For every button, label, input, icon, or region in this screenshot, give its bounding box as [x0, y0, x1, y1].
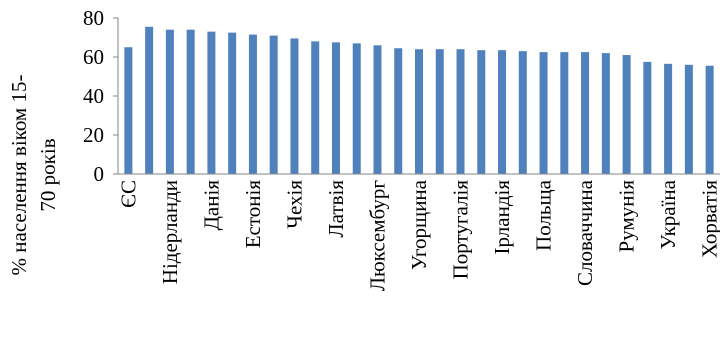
bar [331, 42, 340, 174]
bar [248, 34, 257, 175]
x-tick-label: Словаччина [573, 179, 597, 286]
y-tick-label: 40 [83, 84, 104, 108]
y-tick-label: 0 [94, 162, 105, 186]
y-tick-label: 20 [83, 123, 104, 147]
bar [518, 51, 527, 174]
x-tick-label: Угорщина [407, 179, 431, 270]
y-tick-label: 80 [83, 6, 104, 30]
x-tick-label: Чехія [282, 180, 306, 229]
bar [269, 35, 278, 174]
y-tick-label: 60 [83, 45, 104, 69]
x-tick-label: Данія [199, 180, 223, 231]
bar [539, 52, 548, 174]
bar [498, 50, 507, 174]
bar [394, 48, 403, 174]
bar [124, 47, 133, 174]
x-tick-label: Люксембург [365, 180, 389, 292]
x-tick-label: Португалія [449, 180, 473, 280]
x-tick-label: Хорватія [698, 180, 720, 258]
bar [601, 53, 610, 174]
bar [290, 38, 299, 174]
bar [622, 55, 631, 174]
bar [207, 31, 216, 175]
x-tick-label: Польща [532, 179, 556, 251]
bar [684, 64, 693, 174]
x-tick-label: Естонія [241, 180, 265, 249]
bar [705, 65, 714, 174]
x-tick-label: Україна [656, 179, 680, 249]
bar [435, 49, 444, 175]
x-tick-label: Нідерланди [158, 180, 182, 284]
bar [373, 45, 382, 174]
bar [643, 61, 652, 174]
bar [352, 43, 361, 174]
bar [456, 49, 465, 175]
bar [560, 52, 569, 174]
bar [415, 49, 423, 175]
bar [664, 63, 673, 175]
x-tick-label: Ірландія [490, 180, 514, 255]
x-tick-label: Латвія [324, 180, 348, 238]
bar [145, 26, 154, 175]
y-axis-title-line: % населення віком 15- [7, 75, 31, 276]
bar [165, 29, 174, 175]
x-tick-label: ЄС [116, 180, 140, 208]
bar [228, 32, 237, 174]
y-axis-title-line: 70 років [36, 138, 60, 211]
bar [477, 50, 486, 174]
bar [186, 29, 195, 175]
y-axis-title: % населення віком 15- 70 років [7, 75, 60, 276]
x-tick-label: Румунія [615, 180, 639, 253]
bar [311, 41, 320, 175]
bar [581, 52, 590, 174]
